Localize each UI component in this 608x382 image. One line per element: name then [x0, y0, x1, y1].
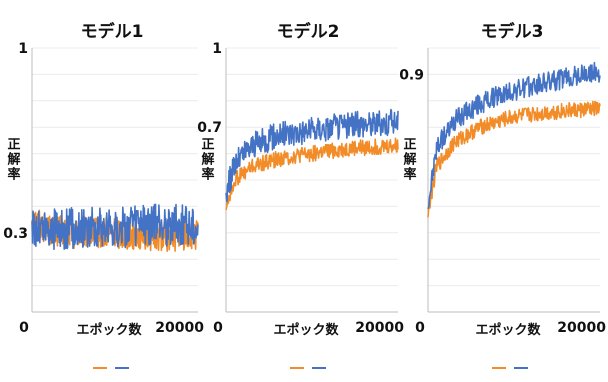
x-axis-label: エポック数 [76, 322, 142, 338]
chart-title: モデル2 [277, 21, 340, 42]
series-line-2 [225, 108, 399, 203]
x-tick-label: 20000 [355, 320, 404, 336]
chart-title: モデル1 [81, 21, 144, 42]
x-tick-label: 20000 [557, 320, 606, 336]
chart-panel-3: モデル3 正解率 0.9 0 20000 エポック数 [399, 21, 606, 369]
series-line-2 [427, 61, 601, 210]
chart-title: モデル3 [481, 21, 544, 42]
chart-panel-2: モデル2 正解率 1 0.7 0 20000 エポック数 [197, 21, 404, 369]
y-axis-label: 正解率 [402, 137, 416, 182]
y-tick-label: 1 [18, 41, 28, 57]
series-line-1 [225, 137, 399, 211]
y-tick-label: 1 [212, 41, 222, 57]
x-tick-label: 0 [415, 320, 425, 336]
x-axis-label: エポック数 [475, 322, 541, 338]
chart-panel-1: モデル1 正解率 1 0.3 0 20000 エポック数 [3, 21, 204, 369]
series-line-1 [427, 100, 601, 218]
y-tick-label: 0.3 [3, 226, 28, 242]
x-tick-label: 0 [213, 320, 223, 336]
series-line-2 [31, 203, 199, 250]
y-axis-label: 正解率 [6, 137, 20, 182]
x-tick-label: 0 [19, 320, 29, 336]
x-tick-label: 20000 [155, 320, 204, 336]
x-axis-label: エポック数 [273, 322, 339, 338]
y-tick-label: 0.9 [399, 67, 424, 83]
y-tick-label: 0.7 [197, 120, 222, 136]
y-axis-label: 正解率 [200, 137, 214, 182]
